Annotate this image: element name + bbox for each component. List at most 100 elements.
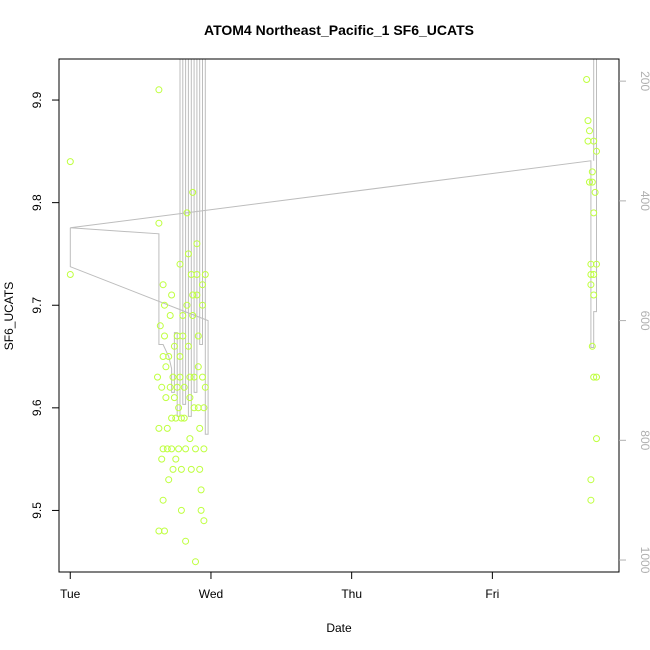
data-point (154, 373, 161, 381)
data-point (187, 465, 195, 473)
data-point (199, 373, 206, 381)
data-point (182, 537, 190, 545)
data-point (201, 271, 209, 278)
data-point (199, 281, 206, 289)
data-point (161, 301, 168, 309)
data-point (166, 383, 174, 391)
y-tick-label: 9.9 (30, 91, 44, 108)
y-tick-label: 9.7 (30, 297, 44, 314)
data-point (199, 301, 206, 309)
data-point (190, 373, 198, 381)
y-tick-label: 9.6 (30, 399, 44, 416)
data-point (161, 527, 168, 535)
y2-tick-label: 200 (638, 71, 650, 91)
data-point (189, 291, 197, 299)
data-point (587, 476, 595, 484)
data-point (176, 260, 184, 268)
data-point (587, 496, 595, 504)
y2-tick-label: 400 (638, 191, 650, 211)
data-point (169, 465, 177, 473)
data-point (584, 137, 592, 145)
data-point (194, 332, 202, 340)
data-point (193, 291, 201, 299)
data-point (168, 414, 176, 422)
data-point (186, 373, 194, 381)
data-point (189, 188, 197, 196)
data-point (163, 445, 171, 453)
data-points (66, 76, 600, 566)
data-point (186, 394, 194, 402)
data-point (590, 209, 598, 217)
data-point (158, 383, 166, 391)
data-point (176, 373, 184, 381)
data-point (66, 271, 74, 278)
data-point (193, 240, 201, 248)
data-point (200, 404, 208, 412)
data-point (159, 496, 167, 504)
data-point (583, 76, 591, 83)
data-point (586, 178, 593, 186)
data-point (586, 127, 593, 135)
data-point (590, 373, 598, 381)
data-point (176, 353, 184, 360)
y-axis-left: 9.5 9.6 9.7 9.8 9.9 (30, 91, 59, 519)
y2-tick-label: 800 (638, 430, 650, 450)
data-point (183, 209, 191, 217)
data-point (170, 394, 178, 402)
data-point (590, 291, 598, 299)
x-tick-label: Fri (485, 587, 499, 601)
data-point (165, 476, 173, 484)
x-tick-label: Thu (341, 587, 362, 601)
data-point (169, 373, 177, 381)
y-axis-label: SF6_UCATS (2, 282, 16, 350)
data-point (170, 342, 178, 350)
data-point (189, 312, 197, 319)
y-tick-label: 9.5 (30, 502, 44, 519)
data-point (175, 404, 183, 412)
data-point (588, 342, 596, 350)
data-point (593, 373, 600, 381)
data-point (192, 558, 199, 566)
chart-title: ATOM4 Northeast_Pacific_1 SF6_UCATS (204, 22, 474, 38)
plot-frame (58, 58, 620, 573)
data-point (156, 322, 164, 330)
x-tick-label: Wed (199, 587, 223, 601)
data-point (588, 178, 596, 186)
data-point (590, 271, 598, 278)
data-point (180, 383, 188, 391)
altitude-track-path (69, 59, 597, 435)
data-point (200, 517, 208, 525)
data-point (593, 435, 600, 443)
data-point (158, 455, 166, 463)
data-point (194, 363, 202, 371)
y-tick-label: 9.8 (30, 194, 44, 211)
data-point (197, 486, 205, 494)
data-point (186, 435, 194, 443)
data-point (593, 147, 600, 155)
data-point (165, 353, 173, 360)
data-point (162, 394, 170, 402)
data-point (159, 281, 167, 289)
data-point (162, 363, 170, 371)
data-point (173, 383, 181, 391)
data-point (192, 445, 199, 453)
data-point (168, 445, 176, 453)
data-point (155, 86, 163, 94)
data-point (584, 117, 592, 125)
data-point (587, 271, 595, 278)
data-point (196, 465, 204, 473)
data-point (182, 445, 190, 453)
data-point (184, 250, 192, 258)
data-point (166, 312, 174, 319)
x-axis: Tue Wed Thu Fri (60, 571, 499, 601)
data-point (183, 301, 191, 309)
data-point (179, 312, 187, 319)
track-line (69, 59, 597, 435)
data-point (190, 404, 198, 412)
data-point (159, 445, 167, 453)
data-point (66, 158, 74, 166)
data-point (155, 424, 163, 432)
data-point (590, 137, 598, 145)
data-point (175, 445, 183, 453)
